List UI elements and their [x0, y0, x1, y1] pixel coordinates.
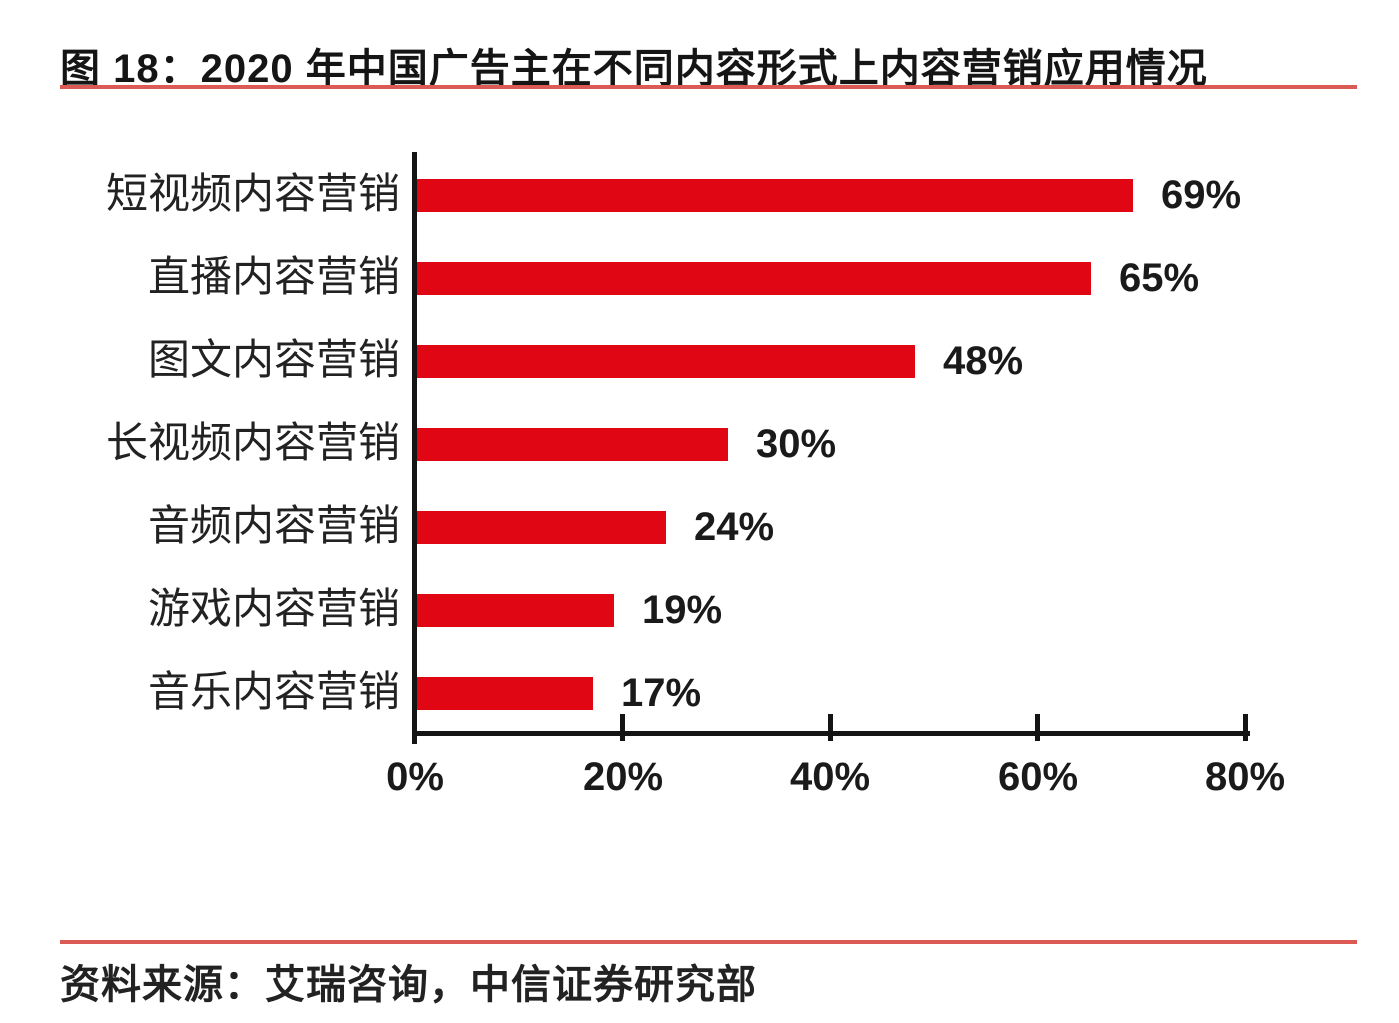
- bar-row: 短视频内容营销 69%: [0, 154, 1399, 237]
- category-label: 游戏内容营销: [147, 587, 400, 633]
- x-axis-tick-label: 40%: [789, 755, 871, 799]
- bar: [417, 179, 1133, 212]
- value-label: 24%: [694, 505, 775, 549]
- x-axis-tick-label: 20%: [582, 755, 664, 799]
- bar-row: 音乐内容营销 17%: [0, 652, 1399, 735]
- bar: [417, 511, 666, 544]
- value-label: 69%: [1161, 173, 1242, 217]
- figure-title: 图 18：2020 年中国广告主在不同内容形式上内容营销应用情况: [60, 47, 1208, 91]
- source-note: 资料来源：艾瑞咨询，中信证券研究部: [60, 963, 757, 1007]
- bar-row: 直播内容营销 65%: [0, 237, 1399, 320]
- x-axis-tick: [828, 714, 833, 741]
- x-axis-tick-label: 80%: [1204, 755, 1286, 799]
- value-label: 65%: [1119, 256, 1200, 300]
- category-label: 直播内容营销: [147, 255, 400, 301]
- x-axis-tick: [1243, 714, 1248, 741]
- category-label: 音频内容营销: [147, 504, 400, 550]
- value-label: 19%: [642, 588, 723, 632]
- bar-row: 图文内容营销 48%: [0, 320, 1399, 403]
- bar: [417, 594, 614, 627]
- x-axis-tick-label: 60%: [997, 755, 1079, 799]
- value-label: 30%: [756, 422, 837, 466]
- category-label: 音乐内容营销: [147, 670, 400, 716]
- bar-row: 游戏内容营销 19%: [0, 569, 1399, 652]
- x-axis-tick: [620, 714, 625, 741]
- value-label: 48%: [943, 339, 1024, 383]
- title-underline-rule: [60, 85, 1357, 89]
- bar-row: 长视频内容营销 30%: [0, 403, 1399, 486]
- category-label: 长视频内容营销: [105, 421, 400, 467]
- bar: [417, 428, 728, 461]
- bar: [417, 345, 915, 378]
- category-label: 图文内容营销: [147, 338, 400, 384]
- x-axis-tick-label: 0%: [386, 755, 444, 799]
- footer-rule: [60, 940, 1357, 944]
- value-label: 17%: [621, 671, 702, 715]
- bar-row: 音频内容营销 24%: [0, 486, 1399, 569]
- category-label: 短视频内容营销: [105, 172, 400, 218]
- x-axis-tick: [1035, 714, 1040, 741]
- bar: [417, 262, 1091, 295]
- bar: [417, 677, 593, 710]
- y-axis-line: [412, 152, 417, 744]
